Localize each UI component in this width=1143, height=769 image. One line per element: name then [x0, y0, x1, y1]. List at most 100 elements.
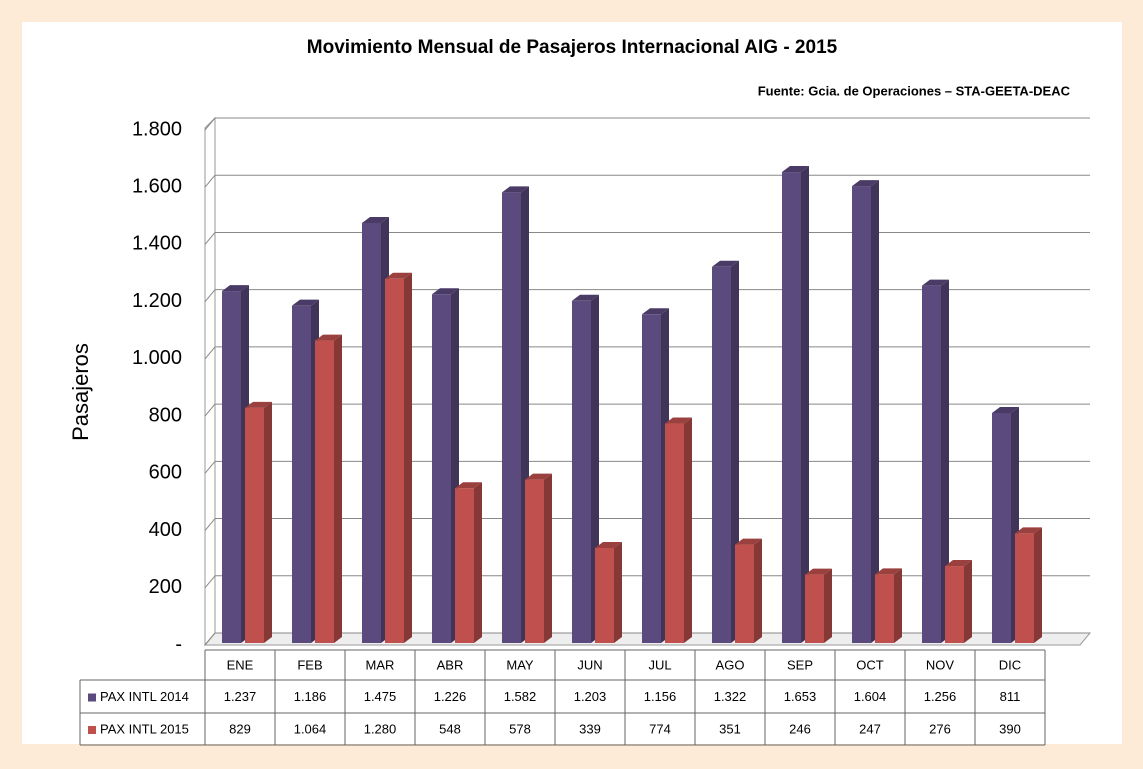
bar: [852, 180, 879, 644]
value-label: 1.226: [434, 689, 467, 704]
bar: [782, 166, 809, 643]
bar-front: [735, 544, 754, 643]
bar-front: [292, 305, 311, 643]
grid-line: [204, 289, 216, 302]
bar-front: [852, 186, 871, 644]
bar: [525, 473, 552, 643]
bar-top: [642, 308, 669, 315]
bar: [385, 272, 412, 643]
bar-front: [572, 300, 591, 643]
legend-swatch: [88, 693, 96, 702]
bar-side: [1034, 527, 1042, 643]
bar: [362, 216, 389, 643]
x-tick-label: DIC: [999, 657, 1021, 672]
value-label: 548: [439, 721, 461, 736]
bar-top: [735, 538, 762, 545]
x-tick-label: JUL: [648, 657, 671, 672]
bar-front: [595, 548, 614, 643]
bar-front: [385, 278, 404, 643]
bar-front: [525, 479, 544, 643]
bar-top: [222, 285, 249, 292]
value-label: 339: [579, 721, 601, 736]
bar: [245, 401, 272, 643]
value-label: 811: [1000, 689, 1021, 704]
value-label: 1.604: [854, 689, 887, 704]
bar-top: [572, 294, 599, 301]
bar-top: [665, 417, 692, 424]
bar-front: [875, 574, 894, 643]
bar-top: [712, 260, 739, 267]
value-label: 1.280: [364, 721, 397, 736]
bar-top: [525, 473, 552, 480]
bar: [455, 482, 482, 643]
bar: [572, 294, 599, 643]
bar-side: [801, 166, 809, 643]
bar: [875, 568, 902, 643]
y-tick-label: 400: [149, 519, 182, 541]
value-label: 1.256: [924, 689, 957, 704]
y-tick-label: 600: [149, 462, 182, 484]
grid-line: [204, 575, 216, 589]
bar: [1015, 527, 1042, 643]
bar: [735, 538, 762, 643]
value-label: 246: [789, 721, 811, 736]
bar-top: [875, 568, 902, 575]
bar-side: [894, 568, 902, 643]
bar-front: [992, 412, 1011, 643]
bar: [992, 406, 1019, 643]
x-tick-label: AGO: [716, 657, 745, 672]
grid-line: [204, 632, 216, 646]
y-tick-label: 800: [149, 404, 182, 426]
bar-top: [805, 568, 832, 575]
bar-side: [614, 542, 622, 643]
value-label: 1.653: [784, 689, 817, 704]
bar-top: [432, 288, 459, 295]
bar-side: [404, 272, 412, 643]
bar-side: [941, 279, 949, 643]
bar-side: [684, 417, 692, 643]
bar: [665, 417, 692, 643]
bar: [222, 285, 249, 643]
legend-swatch: [88, 726, 96, 734]
bar-side: [334, 334, 342, 643]
value-label: 247: [859, 721, 881, 736]
bar-top: [315, 334, 342, 341]
value-label: 1.156: [644, 689, 677, 704]
bar-front: [642, 314, 661, 643]
bar: [805, 568, 832, 643]
bar-side: [544, 473, 552, 643]
y-tick-label: 1.800: [132, 118, 182, 140]
y-tick-label: 1.000: [132, 347, 182, 369]
value-label: 1.186: [294, 689, 327, 704]
bar-side: [964, 560, 972, 643]
y-tick-label: 1.200: [132, 290, 182, 312]
source: Fuente: Gcia. de Operaciones – STA-GEETA…: [758, 83, 1071, 98]
bar: [595, 542, 622, 643]
y-tick-label: -: [175, 633, 182, 655]
bar-top: [992, 406, 1019, 413]
x-tick-label: OCT: [856, 657, 884, 672]
bar-front: [455, 488, 474, 643]
y-tick-label: 1.600: [132, 176, 182, 198]
grid-line: [204, 461, 216, 474]
bar-side: [871, 180, 879, 644]
bar-front: [805, 574, 824, 643]
bar-side: [754, 538, 762, 643]
bar-front: [502, 192, 521, 643]
bar-side: [474, 482, 482, 643]
bar-front: [712, 266, 731, 643]
bar: [292, 299, 319, 643]
value-label: 1.203: [574, 689, 607, 704]
grid-line: [204, 346, 216, 360]
bar: [712, 260, 739, 643]
bar-side: [264, 401, 272, 643]
bar-top: [245, 401, 272, 408]
value-label: 1.475: [364, 689, 397, 704]
value-label: 1.237: [224, 689, 257, 704]
bar: [642, 308, 669, 643]
bar-front: [665, 423, 684, 643]
bar-top: [782, 166, 809, 173]
x-tick-label: FEB: [297, 657, 322, 672]
bar-top: [852, 180, 879, 187]
